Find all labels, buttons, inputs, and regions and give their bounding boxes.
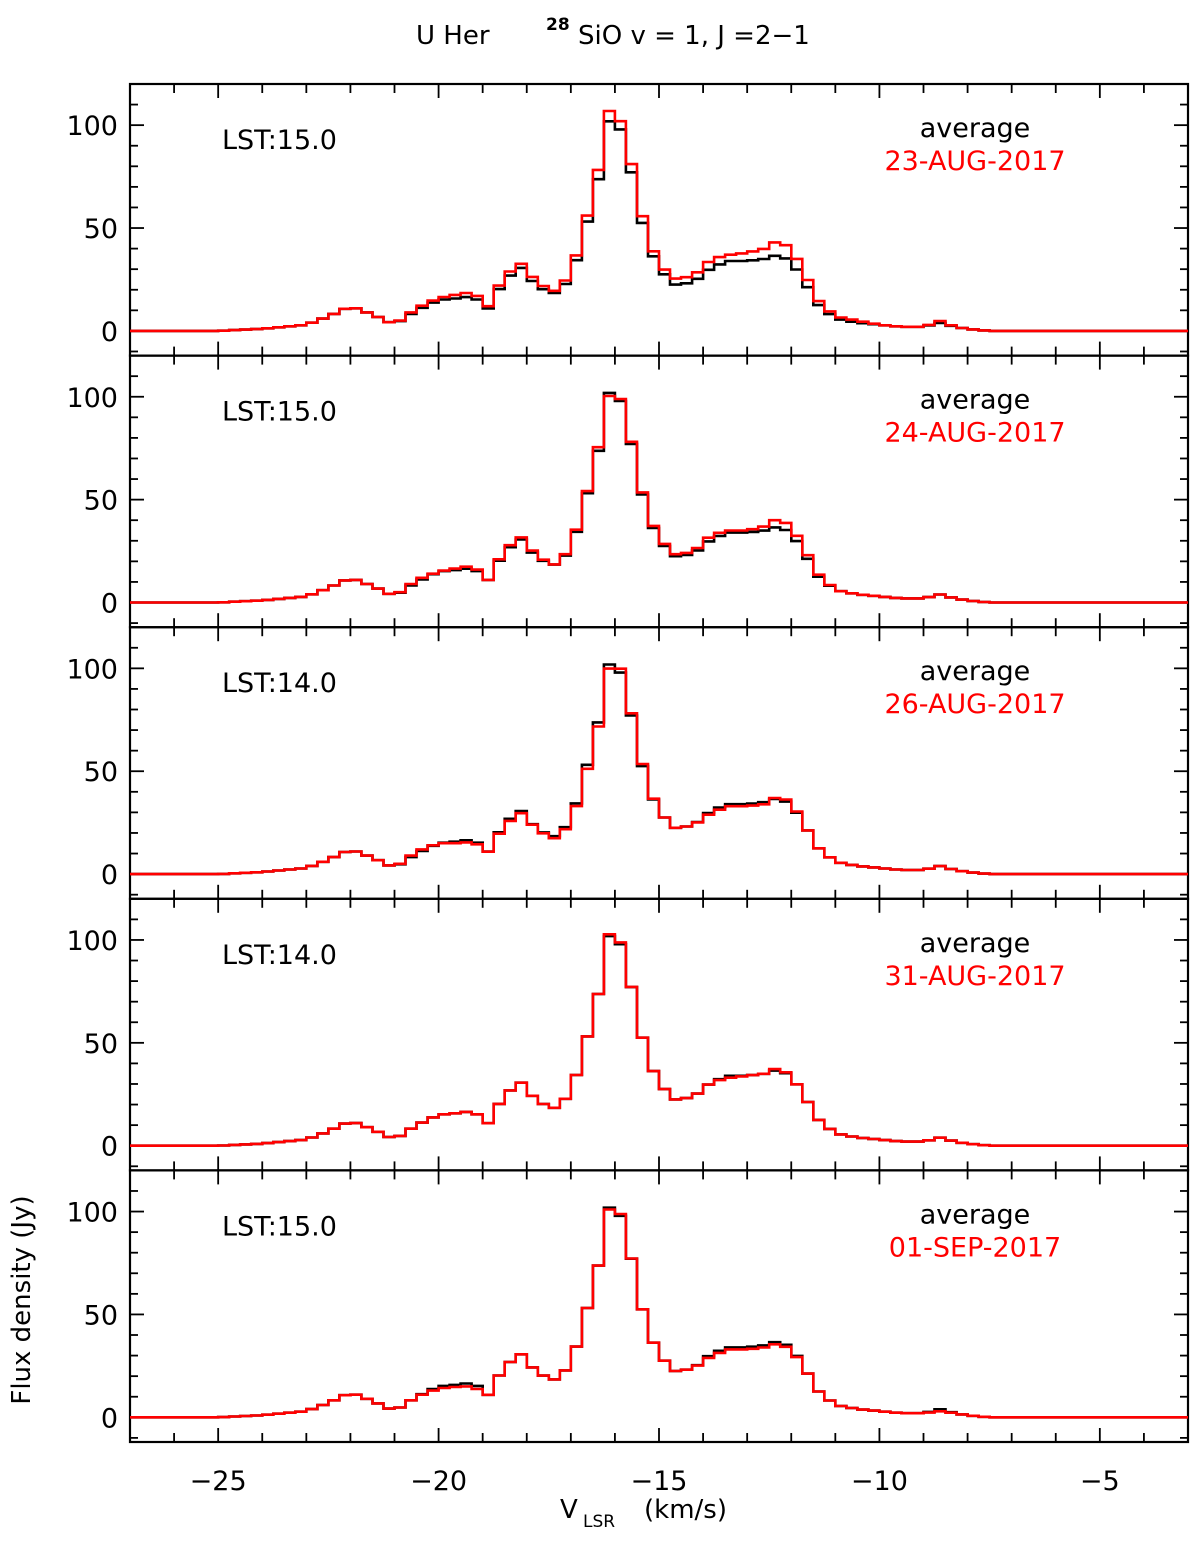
y-tick-label: 0	[101, 589, 118, 620]
y-tick-label: 100	[66, 383, 118, 414]
x-axis-label: V LSR (km/s)	[560, 1495, 727, 1532]
spectrum-daily	[130, 109, 1188, 333]
x-axis-label-main: V	[560, 1495, 578, 1525]
y-axis-label: Flux density (Jy)	[7, 1195, 37, 1404]
spectrum-daily	[130, 1208, 1188, 1419]
x-axis-label-unit: (km/s)	[644, 1495, 727, 1525]
x-tick-label: −5	[1080, 1466, 1120, 1497]
x-axis-label-sub: LSR	[583, 1512, 615, 1532]
title-isotope: 28	[546, 15, 570, 35]
date-label: 23-AUG-2017	[884, 146, 1065, 177]
lst-label: LST:15.0	[222, 125, 337, 156]
y-tick-label: 0	[101, 860, 118, 891]
date-label: 24-AUG-2017	[884, 418, 1065, 449]
y-tick-label: 50	[84, 214, 118, 245]
y-tick-label: 100	[66, 654, 118, 685]
x-tick-label: −15	[631, 1466, 688, 1497]
spectrum-daily	[130, 667, 1188, 876]
y-tick-label: 100	[66, 111, 118, 142]
y-tick-label: 100	[66, 926, 118, 957]
lst-label: LST:14.0	[222, 940, 337, 971]
figure-title: U Her 28 SiO v = 1, J =2−1	[416, 15, 810, 51]
title-transition: SiO v = 1, J =2−1	[578, 21, 810, 51]
lst-label: LST:14.0	[222, 668, 337, 699]
average-label: average	[920, 385, 1031, 416]
y-tick-label: 50	[84, 1300, 118, 1331]
spectrum-daily	[130, 394, 1188, 604]
date-label: 26-AUG-2017	[884, 689, 1065, 720]
y-tick-label: 0	[101, 1403, 118, 1434]
average-label: average	[920, 656, 1031, 687]
y-tick-label: 50	[84, 1029, 118, 1060]
y-tick-label: 50	[84, 486, 118, 517]
average-label: average	[920, 928, 1031, 959]
y-tick-label: 50	[84, 757, 118, 788]
lst-label: LST:15.0	[222, 397, 337, 428]
x-tick-labels: −25 −20 −15 −10 −5	[190, 1466, 1120, 1497]
x-tick-label: −20	[410, 1466, 467, 1497]
y-tick-label: 0	[101, 1132, 118, 1163]
title-source: U Her	[416, 21, 490, 51]
y-tick-label: 0	[101, 317, 118, 348]
x-tick-label: −10	[851, 1466, 908, 1497]
date-label: 31-AUG-2017	[884, 961, 1065, 992]
spectrum-daily	[130, 933, 1188, 1147]
average-label: average	[920, 1199, 1031, 1230]
average-label: average	[920, 113, 1031, 144]
date-label: 01-SEP-2017	[889, 1232, 1061, 1263]
y-tick-label: 100	[66, 1198, 118, 1229]
lst-label: LST:15.0	[222, 1211, 337, 1242]
x-tick-label: −25	[190, 1466, 247, 1497]
